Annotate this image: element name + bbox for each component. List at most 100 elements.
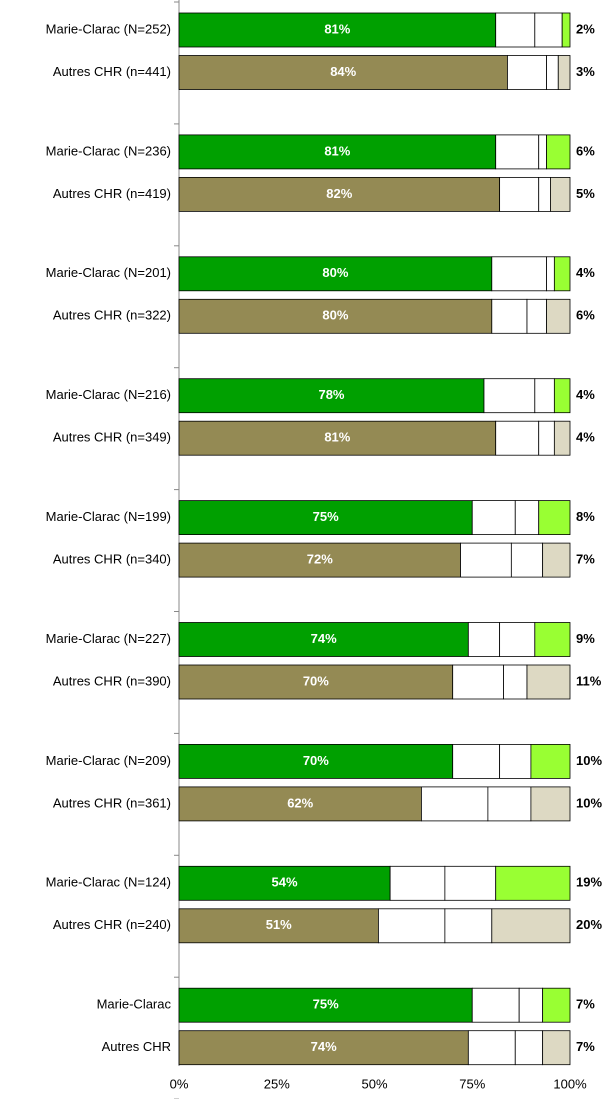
bar-segment — [553, 378, 571, 414]
category-label: Marie-Clarac (N=216) — [46, 387, 171, 402]
bar-segment — [491, 256, 547, 292]
data-label: 75% — [313, 997, 339, 1012]
bar-segment — [534, 12, 563, 48]
bar-segment — [534, 378, 555, 414]
bar-segment — [491, 298, 528, 334]
bar-segment — [542, 542, 571, 578]
data-label: 19% — [576, 875, 602, 890]
data-label: 3% — [576, 64, 595, 79]
bar-segment — [389, 865, 446, 901]
data-label: 74% — [311, 631, 337, 646]
x-tick-label: 25% — [264, 1076, 290, 1091]
bar-segment — [538, 176, 551, 212]
bar-segment — [526, 664, 571, 700]
data-label: 81% — [324, 430, 350, 445]
bar-segment — [487, 786, 532, 822]
bar-segment — [530, 786, 571, 822]
bar-segment — [546, 134, 571, 170]
bar-segment — [178, 786, 422, 822]
bar-segment — [178, 256, 493, 292]
bar-segment — [467, 1030, 516, 1066]
data-label: 7% — [576, 1039, 595, 1054]
data-label: 80% — [322, 308, 348, 323]
bar-segment — [178, 865, 391, 901]
data-label: 6% — [576, 143, 595, 158]
data-label: 70% — [303, 673, 329, 688]
bar-segment — [495, 134, 540, 170]
bar-segment — [178, 908, 379, 944]
bar-segment — [452, 664, 504, 700]
bar-segment — [499, 744, 532, 779]
data-label: 84% — [330, 64, 356, 79]
data-label: 7% — [576, 997, 595, 1012]
bar-segment — [460, 542, 512, 578]
category-label: Marie-Clarac — [97, 997, 172, 1012]
bar-segment — [178, 987, 473, 1023]
category-label: Autres CHR (n=340) — [53, 552, 171, 567]
data-label: 11% — [576, 673, 602, 688]
bar-segment — [503, 664, 528, 700]
bar-segment — [178, 55, 508, 90]
data-label: 62% — [287, 795, 313, 810]
data-label: 20% — [576, 917, 602, 932]
category-label: Marie-Clarac (N=201) — [46, 265, 171, 280]
category-label: Marie-Clarac (N=236) — [46, 143, 171, 158]
bar-segment — [550, 176, 571, 212]
category-label: Autres CHR (n=361) — [53, 795, 171, 810]
bar-segment — [507, 55, 547, 90]
bar-segment — [178, 622, 469, 657]
bar-segment — [546, 55, 559, 90]
data-label: 80% — [322, 265, 348, 280]
data-label: 4% — [576, 387, 595, 402]
data-label: 10% — [576, 753, 602, 768]
bar-segment — [178, 664, 454, 700]
bar-segment — [546, 256, 555, 292]
bar-segment — [518, 987, 544, 1023]
bar-segment — [514, 500, 540, 536]
bar-segment — [178, 1030, 469, 1066]
bar-segment — [178, 298, 493, 334]
bar-segment — [444, 865, 497, 901]
bar-segment — [538, 500, 571, 536]
bar-segment — [538, 420, 555, 456]
data-label: 81% — [324, 21, 350, 36]
category-label: Autres CHR (n=240) — [53, 917, 171, 932]
category-label: Autres CHR (n=441) — [53, 64, 171, 79]
data-label: 81% — [324, 143, 350, 158]
bar-segment — [178, 134, 497, 170]
category-label: Marie-Clarac (N=209) — [46, 753, 171, 768]
data-label: 8% — [576, 509, 595, 524]
data-label: 2% — [576, 21, 595, 36]
bar-segment — [467, 622, 501, 657]
data-label: 70% — [303, 753, 329, 768]
bar-segment — [526, 298, 547, 334]
data-label: 78% — [318, 387, 344, 402]
category-label: Autres CHR (n=390) — [53, 673, 171, 688]
bar-segment — [553, 420, 571, 456]
bar-segment — [542, 1030, 571, 1066]
bar-segment — [452, 744, 501, 779]
bar-segment — [495, 12, 536, 48]
bar-segment — [542, 987, 571, 1023]
bar-segment — [495, 420, 540, 456]
bar-segment — [491, 908, 571, 944]
bar-segment — [471, 987, 520, 1023]
category-label: Marie-Clarac (N=252) — [46, 21, 171, 36]
category-label: Marie-Clarac (N=199) — [46, 509, 171, 524]
bar-segment — [538, 134, 547, 170]
bar-segment — [557, 55, 571, 90]
x-tick-label: 0% — [170, 1076, 189, 1091]
data-label: 7% — [576, 552, 595, 567]
data-label: 4% — [576, 430, 595, 445]
bar-segment — [534, 622, 571, 657]
data-label: 5% — [576, 186, 595, 201]
bar-segment — [178, 542, 461, 578]
data-label: 54% — [272, 875, 298, 890]
data-label: 75% — [313, 509, 339, 524]
bar-segment — [178, 378, 485, 414]
bar-segment — [510, 542, 544, 578]
bar-segment — [530, 744, 571, 779]
x-tick-label: 100% — [553, 1076, 587, 1091]
data-label: 10% — [576, 795, 602, 810]
